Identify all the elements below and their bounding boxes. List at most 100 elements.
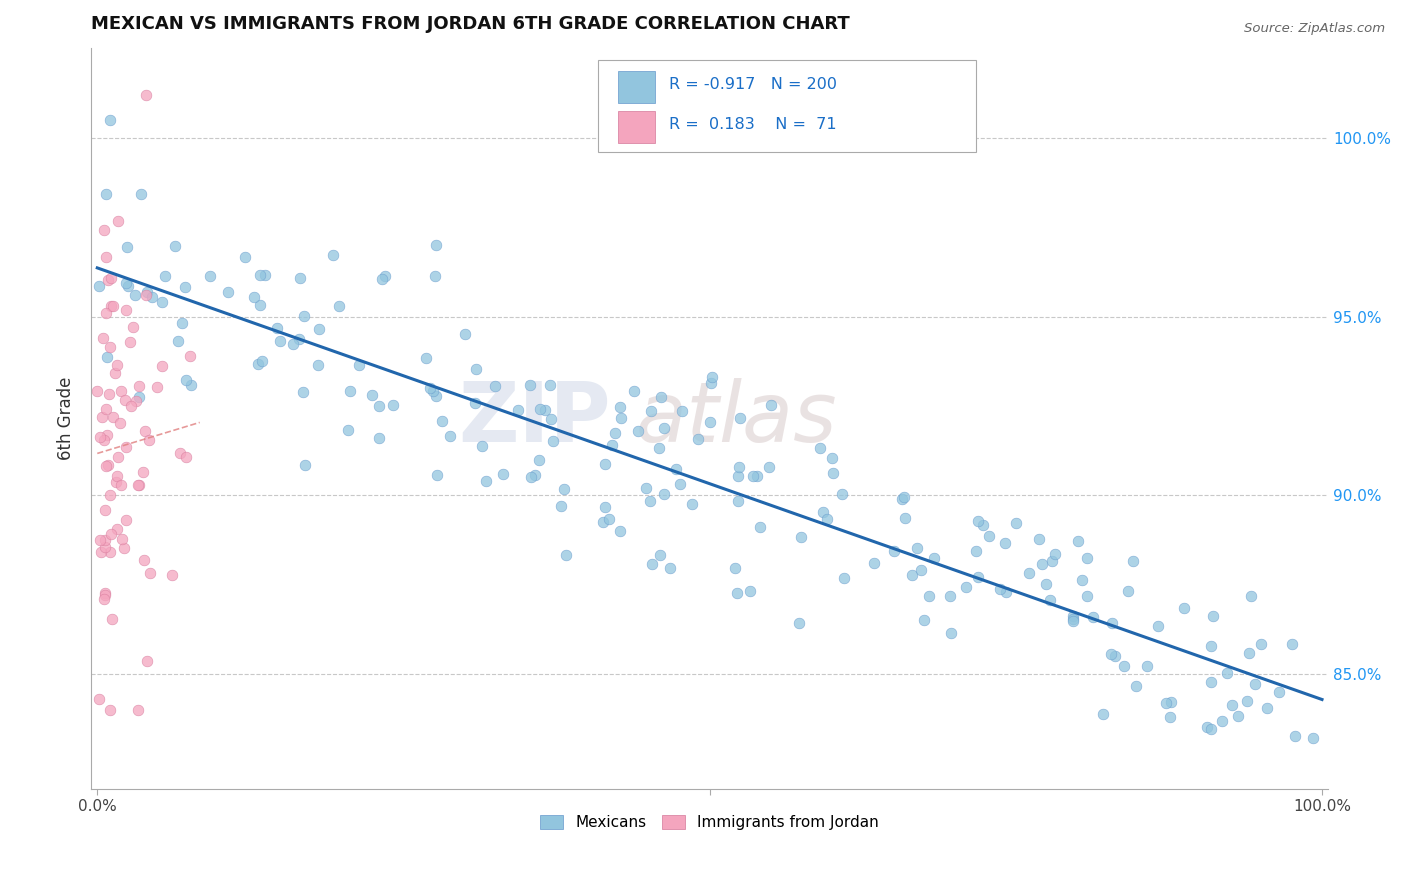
Point (939, 590, 962, 604)
Point (699, 416, 721, 430)
Point (650, 390, 672, 404)
Point (328, 299, 350, 313)
Point (640, 403, 662, 417)
Point (527, 452, 550, 467)
Point (728, 411, 751, 425)
Point (96, 351, 118, 365)
Point (538, 378, 561, 392)
Point (249, 268, 271, 282)
Point (93, 223, 115, 237)
Point (922, 551, 945, 566)
Point (90, 545, 112, 559)
Point (97, 273, 120, 287)
Point (523, 467, 546, 482)
Point (141, 290, 163, 304)
Point (603, 425, 626, 440)
Point (681, 497, 703, 511)
Point (471, 439, 494, 453)
Point (1101, 615, 1123, 630)
Point (425, 268, 447, 283)
Point (741, 469, 763, 483)
Point (115, 303, 138, 318)
Point (104, 366, 127, 380)
Point (821, 467, 844, 481)
Point (1070, 574, 1092, 588)
Point (654, 487, 676, 501)
Point (641, 558, 664, 572)
Legend: Mexicans, Immigrants from Jordan: Mexicans, Immigrants from Jordan (534, 809, 884, 837)
Point (725, 586, 748, 600)
Point (139, 566, 162, 580)
Point (94, 186, 117, 201)
Point (464, 361, 486, 376)
Text: ZIP: ZIP (458, 378, 610, 459)
Point (337, 423, 360, 437)
Point (519, 378, 541, 392)
Point (105, 522, 128, 536)
Point (543, 434, 565, 449)
Point (554, 548, 576, 562)
Point (1031, 557, 1053, 571)
Point (292, 309, 315, 323)
Point (172, 317, 194, 331)
Point (110, 532, 132, 546)
Point (1005, 516, 1028, 531)
Point (1240, 589, 1263, 603)
Point (918, 589, 941, 603)
Point (454, 327, 477, 342)
Point (609, 524, 631, 539)
Point (1201, 608, 1223, 623)
Point (120, 399, 142, 413)
Point (371, 272, 394, 286)
Point (430, 414, 453, 428)
Point (134, 425, 156, 439)
Point (671, 404, 693, 418)
Point (900, 568, 922, 582)
Point (249, 298, 271, 312)
Point (118, 335, 141, 350)
Point (292, 384, 315, 399)
Point (425, 389, 447, 403)
Point (967, 514, 990, 528)
Point (652, 421, 675, 435)
Point (1243, 677, 1265, 691)
Point (609, 401, 631, 415)
Point (988, 582, 1011, 596)
Point (1028, 532, 1050, 546)
Point (994, 535, 1017, 549)
Point (1045, 547, 1067, 561)
Point (89, 533, 111, 547)
Point (307, 358, 329, 372)
Point (1302, 731, 1324, 746)
Point (1035, 577, 1057, 591)
Point (129, 186, 152, 201)
Point (94, 586, 117, 600)
Point (474, 475, 496, 489)
Point (965, 544, 987, 558)
Point (94, 588, 117, 602)
Text: R = -0.917   N = 200: R = -0.917 N = 200 (669, 77, 837, 92)
Point (110, 477, 132, 491)
Point (131, 466, 153, 480)
Point (425, 238, 447, 252)
Point (368, 431, 391, 445)
Point (134, 553, 156, 567)
Point (648, 548, 671, 562)
Point (1042, 554, 1064, 568)
Point (100, 299, 122, 313)
Point (1281, 637, 1303, 651)
Point (93, 592, 115, 607)
Point (745, 469, 768, 483)
Point (893, 510, 915, 524)
Point (96, 427, 118, 442)
Point (540, 412, 562, 426)
Point (94, 250, 117, 264)
Point (150, 294, 173, 309)
Point (114, 276, 136, 290)
Point (115, 240, 138, 254)
Point (1211, 714, 1233, 728)
Point (955, 581, 977, 595)
Point (1197, 721, 1219, 735)
Point (1081, 609, 1104, 624)
Point (167, 334, 190, 348)
